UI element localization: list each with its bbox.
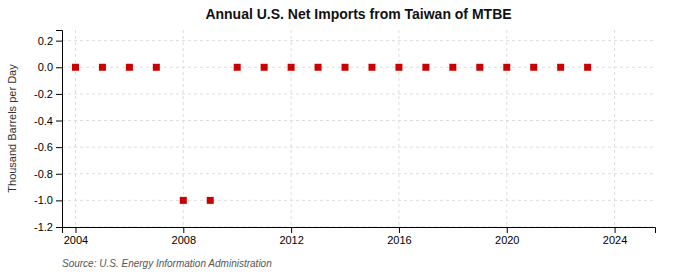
tick-mark	[615, 227, 616, 233]
tick-label: 2008	[172, 234, 196, 246]
tick-label: 2012	[279, 234, 303, 246]
tick: -1.0	[34, 194, 62, 206]
point	[315, 64, 322, 71]
grid-line	[62, 40, 655, 41]
tick-label: 2004	[64, 234, 88, 246]
annotation: Source: U.S. Energy Information Administ…	[62, 258, 272, 269]
point	[395, 64, 402, 71]
tick: -0.2	[34, 88, 62, 100]
tick: 0.2	[38, 35, 62, 47]
point	[234, 64, 241, 71]
axis-line	[56, 31, 63, 228]
point	[207, 197, 214, 204]
tick: 2004	[64, 227, 88, 246]
grid-line	[62, 120, 655, 121]
tick-mark	[183, 227, 184, 233]
tick-mark	[56, 227, 62, 228]
tick-label: -1.0	[34, 194, 53, 206]
point	[288, 64, 295, 71]
tick-label: -0.2	[34, 88, 53, 100]
tick-label: -0.8	[34, 168, 53, 180]
tick-mark	[56, 41, 62, 42]
point	[557, 64, 564, 71]
tick-mark	[56, 67, 62, 68]
plot: 2004 2008 2012 2016 2020 2024 -1.2 -1.0 -0.8 -0.6…	[34, 30, 655, 246]
point	[503, 64, 510, 71]
point	[368, 64, 375, 71]
tick: -1.2	[34, 221, 62, 233]
grid-line	[62, 93, 655, 94]
grid	[62, 30, 655, 227]
tick-label: -0.4	[34, 115, 53, 127]
point	[72, 64, 79, 71]
tick-mark	[507, 227, 508, 233]
point	[180, 197, 187, 204]
tick: 2020	[495, 227, 519, 246]
y-axis: -1.2 -1.0 -0.8 -0.6 -0.4 -0.2 0.0 0.2	[34, 31, 62, 234]
chart: 2004 2008 2012 2016 2020 2024 -1.2 -1.0 -0.8 -0.6…	[0, 0, 675, 275]
tick: 2012	[279, 227, 303, 246]
tick-label: 0.0	[38, 61, 53, 73]
point	[261, 64, 268, 71]
grid-line	[62, 147, 655, 148]
grid-line	[291, 30, 292, 227]
point	[530, 64, 537, 71]
x-axis: 2004 2008 2012 2016 2020 2024	[63, 227, 656, 246]
tick-mark	[56, 200, 62, 201]
tick-label: 2020	[495, 234, 519, 246]
tick-mark	[291, 227, 292, 233]
tick: 2024	[603, 227, 627, 246]
grid-line	[62, 200, 655, 201]
tick-label: -0.6	[34, 141, 53, 153]
point	[99, 64, 106, 71]
grid-line	[614, 30, 615, 227]
grid-line	[75, 30, 76, 227]
tick-label: 2024	[603, 234, 627, 246]
tick: -0.8	[34, 168, 62, 180]
tick-mark	[75, 227, 76, 233]
title: Annual U.S. Net Imports from Taiwan of M…	[205, 6, 511, 22]
marks	[72, 64, 591, 204]
tick: 2016	[387, 227, 411, 246]
grid-line	[62, 173, 655, 174]
point	[126, 64, 133, 71]
tick: -0.4	[34, 115, 62, 127]
tick-mark	[399, 227, 400, 233]
point	[153, 64, 160, 71]
tick: 2008	[172, 227, 196, 246]
tick: -0.6	[34, 141, 62, 153]
tick-label: 0.2	[38, 35, 53, 47]
grid-line	[398, 30, 399, 227]
point	[342, 64, 349, 71]
y-axis-title: Thousand Barrels per Day	[6, 64, 18, 193]
axis-line	[63, 228, 656, 234]
grid-line	[62, 67, 655, 68]
tick-mark	[56, 94, 62, 95]
tick-label: 2016	[387, 234, 411, 246]
tick-mark	[56, 147, 62, 148]
point	[449, 64, 456, 71]
grid-line	[506, 30, 507, 227]
tick: 0.0	[38, 61, 62, 73]
tick-mark	[56, 174, 62, 175]
point	[422, 64, 429, 71]
point	[584, 64, 591, 71]
tick-mark	[56, 121, 62, 122]
tick-label: -1.2	[34, 221, 53, 233]
point	[476, 64, 483, 71]
